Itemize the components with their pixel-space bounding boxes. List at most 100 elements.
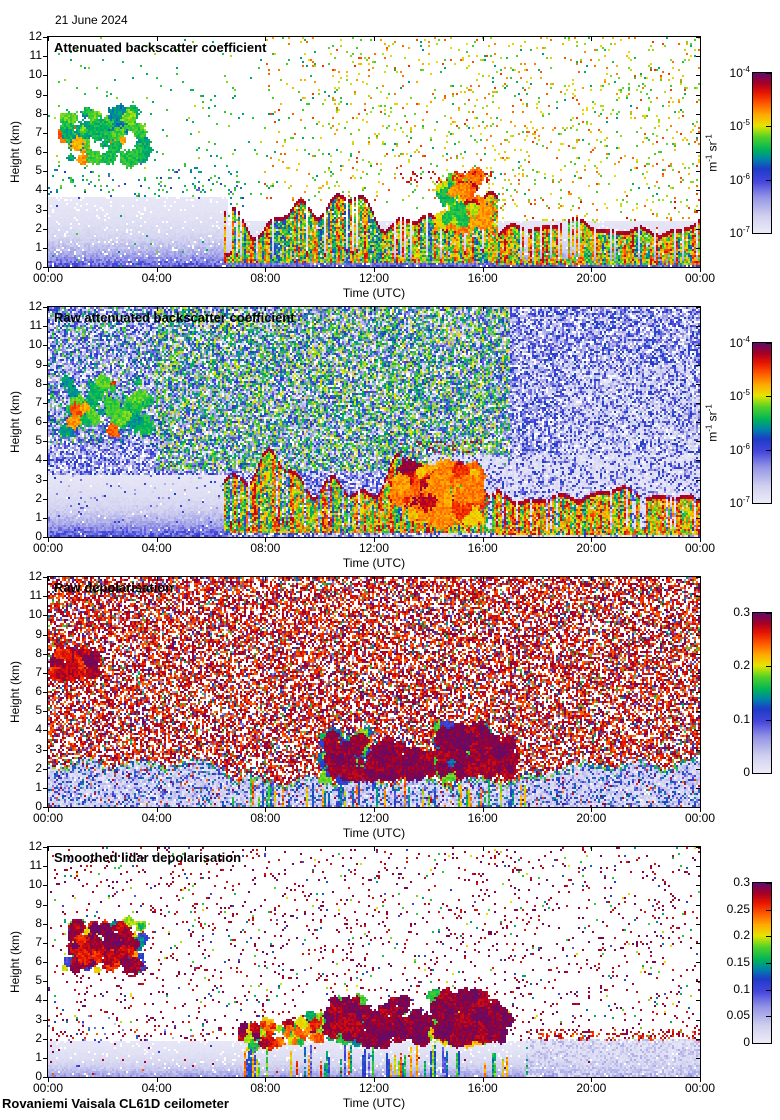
y-tick-label: 8 [35,105,42,120]
x-tick-mark [157,37,158,41]
y-tick-label: 11 [29,318,42,333]
y-tick-mark [696,654,700,655]
y-tick-label: 6 [35,414,42,428]
date-label: 21 June 2024 [55,13,128,27]
x-tick-mark [700,577,701,581]
y-tick-mark [43,307,48,308]
x-tick-mark [483,1077,484,1082]
y-tick-mark [43,635,48,636]
colorbar-tick-mark [766,450,771,451]
x-tick-mark [265,37,266,41]
x-tick-label: 16:00 [467,541,498,555]
colorbar-tick-label: 10-5 [729,118,750,134]
panel-title: Raw depolarisation [54,580,174,595]
y-tick-mark [43,56,48,57]
y-tick-mark [43,596,48,597]
colorbar-tick-label: 0.3 [733,605,750,619]
y-tick-mark [43,692,48,693]
x-tick-mark [483,37,484,41]
y-tick-mark [43,171,48,172]
y-tick-mark [43,1058,48,1059]
y-tick-mark [696,403,700,404]
y-tick-mark [43,905,48,906]
y-tick-mark [43,711,48,712]
colorbar-tick-mark [766,396,771,397]
y-tick-mark [43,1039,48,1040]
y-tick-mark [696,596,700,597]
x-tick-label: 20:00 [576,541,607,555]
x-tick-mark [157,307,158,311]
y-tick-mark [43,537,48,538]
y-tick-label: 9 [35,626,42,641]
y-tick-mark [696,924,700,925]
panel-attenuated-backscatter: Attenuated backscatter coefficient Heigh… [0,29,780,307]
y-tick-mark [43,1000,48,1001]
y-tick-mark [696,171,700,172]
y-tick-label: 1 [35,1049,42,1064]
y-tick-mark [696,788,700,789]
x-tick-mark [374,537,375,542]
colorbar-tick-label: 0.15 [726,955,750,969]
x-tick-mark [265,807,266,812]
x-tick-mark [265,847,266,851]
y-tick-label: 12 [28,299,42,313]
colorbar-tick-label: 10-5 [729,388,750,404]
x-tick-mark [700,1077,701,1082]
y-tick-mark [696,711,700,712]
y-tick-label: 11 [29,48,42,63]
y-tick-mark [43,403,48,404]
y-tick-mark [696,460,700,461]
y-tick-label: 7 [35,124,42,139]
y-tick-mark [43,37,48,38]
y-tick-mark [696,1077,700,1078]
y-tick-label: 5 [35,433,42,448]
colorbar-tick-label: 0.3 [733,875,750,889]
x-tick-label: 20:00 [576,1081,607,1095]
y-tick-mark [43,750,48,751]
y-tick-mark [43,518,48,519]
y-tick-mark [43,480,48,481]
colorbar-tick-label: 0.25 [726,901,750,916]
y-tick-label: 0 [35,259,42,273]
colorbar-tick-label: 10-7 [729,225,750,240]
y-tick-mark [696,114,700,115]
x-tick-label: 04:00 [141,271,172,285]
y-tick-mark [696,750,700,751]
x-tick-mark [48,267,49,272]
y-tick-mark [696,499,700,500]
y-tick-mark [43,730,48,731]
y-tick-label: 5 [35,163,42,178]
colorbar-tick-mark [766,666,771,667]
x-tick-mark [700,267,701,272]
y-tick-mark [43,885,48,886]
y-tick-label: 10 [28,67,42,82]
y-tick-mark [696,1039,700,1040]
y-tick-mark [696,326,700,327]
y-tick-mark [696,673,700,674]
y-tick-mark [43,345,48,346]
y-tick-mark [696,730,700,731]
y-tick-label: 6 [35,684,42,698]
y-tick-mark [43,499,48,500]
colorbar [752,342,772,504]
y-tick-label: 1 [35,779,42,794]
x-tick-mark [48,847,49,851]
y-tick-mark [696,37,700,38]
y-tick-label: 3 [35,1011,42,1026]
y-tick-mark [43,866,48,867]
colorbar-tick-mark [766,503,771,504]
colorbar-canvas [753,73,771,233]
heatmap-canvas [48,37,700,267]
x-tick-label: 04:00 [141,541,172,555]
x-tick-label: 00:00 [684,271,716,285]
x-tick-mark [374,37,375,41]
y-tick-mark [696,133,700,134]
x-tick-label: 00:00 [684,541,716,555]
x-tick-label: 16:00 [467,1081,498,1095]
y-tick-label: 8 [35,375,42,390]
x-tick-mark [700,807,701,812]
y-tick-mark [43,615,48,616]
colorbar-tick-mark [766,990,771,991]
y-tick-label: 9 [35,356,42,371]
